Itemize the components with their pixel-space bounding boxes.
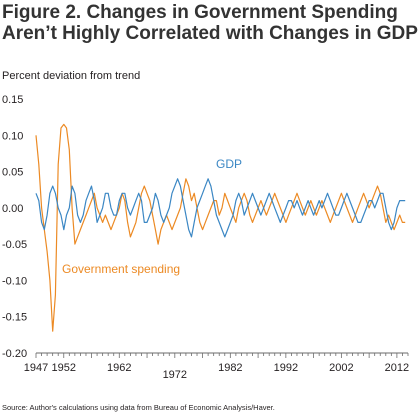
x-tick-label: 1952	[52, 362, 76, 374]
y-tick-label: -0.15	[2, 312, 27, 324]
gdp-series-label: GDP	[216, 157, 242, 171]
line-chart: Percent deviation from trend 0.15 0.10 0.0…	[2, 70, 409, 381]
x-tick-label: 1992	[274, 362, 298, 374]
axes: 0.15 0.10 0.05 0.00 -0.05 -0.10 -0.15 -0.20 1947…	[2, 94, 409, 381]
chart-title-line-1: Figure 2. Changes in Government Spending	[2, 2, 398, 23]
x-tick-label: 1982	[218, 362, 242, 374]
y-tick-label: 0.05	[2, 167, 23, 179]
y-axis-label: Percent deviation from trend	[2, 70, 140, 82]
x-tick-label: 1972	[163, 369, 187, 381]
x-tick-label: 1962	[107, 362, 131, 374]
y-tick-label: -0.20	[2, 348, 27, 360]
y-tick-label: -0.10	[2, 275, 27, 287]
source-note: Source: Author's calculations using data…	[2, 403, 275, 412]
government-spending-series-label: Government spending	[62, 262, 180, 276]
chart-title: Figure 2. Changes in Government Spending…	[2, 2, 418, 44]
y-tick-label: 0.00	[2, 203, 23, 215]
x-tick-label: 1947	[24, 362, 48, 374]
chart-title-line-2: Aren’t Highly Correlated with Changes in…	[2, 23, 418, 44]
y-tick-label: 0.10	[2, 130, 23, 142]
series-layer	[35, 123, 406, 332]
x-tick-label: 2002	[329, 362, 353, 374]
x-tick-label: 2012	[385, 362, 409, 374]
y-tick-label: -0.05	[2, 239, 27, 251]
gdp-series-line	[35, 178, 406, 238]
y-tick-label: 0.15	[2, 94, 23, 106]
government-spending-series-line	[35, 123, 406, 332]
